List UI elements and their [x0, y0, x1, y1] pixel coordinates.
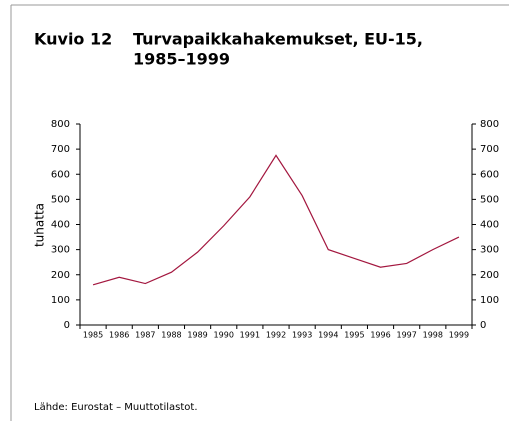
x-tick-label: 1990 [214, 331, 234, 340]
y-tick-label: 400 [51, 220, 70, 231]
y-tick-label: 200 [51, 270, 70, 281]
source: Lähde: Eurostat – Muuttotilastot. [34, 402, 198, 413]
x-tick-label: 1991 [240, 331, 260, 340]
x-tick-label: 1987 [135, 331, 155, 340]
line-series [92, 154, 460, 286]
y2-tick-label: 600 [480, 169, 499, 180]
x-tick-label: 1988 [161, 331, 181, 340]
x-tick-label: 1985 [83, 331, 103, 340]
x-tick-label: 1996 [370, 331, 390, 340]
x-tick-label: 1992 [266, 331, 286, 340]
chart-title: Turvapaikkahakemukset, EU-15, [133, 30, 423, 49]
y-tick-label: 0 [64, 320, 70, 331]
x-tick-label: 1993 [292, 331, 312, 340]
y-tick-label: 300 [51, 245, 70, 256]
x-tick-label: 1999 [449, 331, 469, 340]
y2-tick-label: 0 [480, 320, 486, 331]
y2-tick-label: 500 [480, 194, 499, 205]
y-axis-label: tuhatta [33, 203, 47, 247]
y2-tick-label: 800 [480, 119, 499, 130]
y-tick-label: 100 [51, 295, 70, 306]
y2-tick-label: 700 [480, 144, 499, 155]
x-tick-label: 1998 [423, 331, 443, 340]
figure-label: Kuvio 12 [34, 30, 112, 49]
chart-title: 1985–1999 [133, 50, 230, 69]
x-tick-label: 1995 [344, 331, 364, 340]
y2-tick-label: 300 [480, 245, 499, 256]
y2-tick-label: 100 [480, 295, 499, 306]
x-tick-label: 1986 [109, 331, 129, 340]
y-tick-label: 600 [51, 169, 70, 180]
y-tick-label: 500 [51, 194, 70, 205]
y2-tick-label: 400 [480, 220, 499, 231]
y-tick-label: 700 [51, 144, 70, 155]
x-tick-label: 1994 [318, 331, 338, 340]
x-tick-label: 1989 [187, 331, 207, 340]
y-tick-label: 800 [51, 119, 70, 130]
y2-tick-label: 200 [480, 270, 499, 281]
x-tick-label: 1997 [396, 331, 416, 340]
